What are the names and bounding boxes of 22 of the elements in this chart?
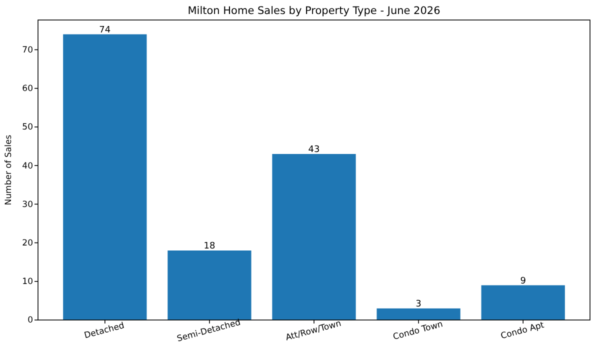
x-tick-label: Condo Town [392, 320, 444, 343]
bar [168, 250, 252, 320]
data-label: 43 [308, 144, 320, 155]
data-label: 3 [416, 299, 422, 310]
data-label: 9 [520, 276, 526, 286]
bar [481, 285, 565, 320]
y-tick-label: 70 [22, 45, 33, 56]
bar [63, 34, 147, 320]
x-tick-label: Condo Apt [500, 320, 546, 342]
y-tick-label: 10 [22, 277, 33, 288]
y-tick-label: 60 [22, 84, 33, 94]
y-tick-label: 30 [22, 200, 33, 210]
bar [272, 154, 356, 320]
y-tick-label: 0 [28, 316, 33, 326]
y-axis-title: Number of Sales [4, 134, 14, 206]
data-label: 18 [204, 242, 216, 252]
data-label: 74 [99, 25, 111, 36]
y-tick-label: 50 [22, 122, 33, 133]
y-tick-label: 40 [22, 161, 33, 172]
y-tick-label: 20 [22, 238, 33, 248]
bar [376, 308, 460, 320]
chart-title: Milton Home Sales by Property Type - June 2026 [188, 5, 441, 17]
